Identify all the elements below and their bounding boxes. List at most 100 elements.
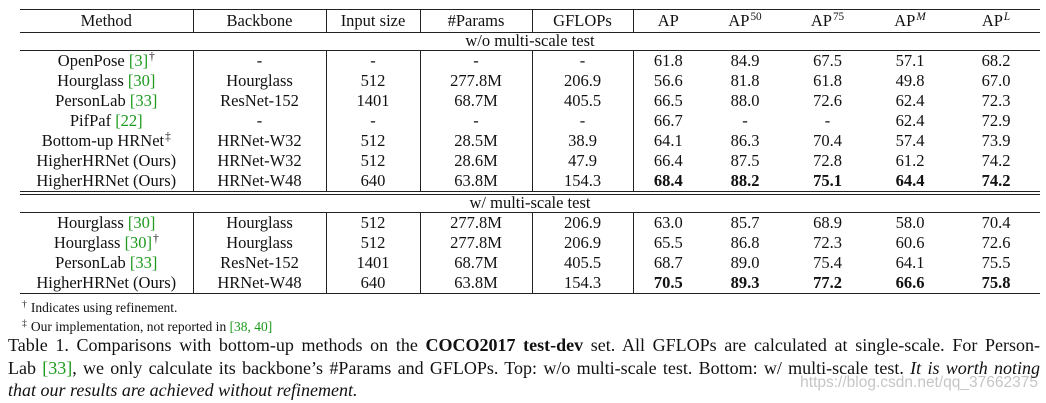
backbone-cell: Hourglass	[193, 212, 327, 233]
citation-link[interactable]: [22]	[115, 110, 143, 130]
column-header-ap75: AP75	[787, 9, 868, 33]
caption-line-1: Table 1. Comparisons with bottom-up meth…	[8, 334, 1040, 357]
ap75-cell: 77.2	[813, 272, 842, 292]
column-header-superscript: 75	[832, 10, 845, 23]
method-cell: Hourglass [30]	[20, 70, 194, 91]
input-size-cell: 512	[326, 151, 421, 171]
method-cell: HigherHRNet (Ours)	[20, 151, 194, 171]
params-cell: 277.8M	[420, 233, 533, 253]
gflops-cell: -	[532, 111, 634, 131]
backbone-cell: HRNet-W48	[193, 171, 327, 193]
column-header-label: AP	[981, 10, 1003, 30]
section-row: w/ multi-scale test	[20, 191, 1040, 213]
method-name: Bottom-up HRNet	[41, 130, 165, 150]
column-header-label: Backbone	[226, 10, 293, 30]
ap-cell: 65.5	[653, 232, 683, 252]
caption-text: , we only calculate its backbone’s #Para…	[72, 357, 911, 378]
caption-emphasis: It is worth noting	[910, 357, 1041, 378]
ap-cell: 68.7	[653, 252, 683, 272]
ap50-cell: 89.3	[730, 272, 760, 292]
backbone-cell: HRNet-W32	[193, 131, 327, 151]
apl-cell: 75.5	[981, 252, 1011, 272]
citation-link[interactable]: [30]	[127, 212, 156, 232]
column-header-label: GFLOPs	[553, 10, 612, 30]
apm-cell: 49.8	[895, 70, 925, 90]
caption-text: Table 1. Comparisons with bottom-up meth…	[8, 335, 426, 355]
table-row: HigherHRNet (Ours) HRNet-W48 640 63.8M 154.3…	[20, 171, 1040, 193]
input-size-cell: 1401	[326, 253, 421, 273]
ap-cell: 56.6	[653, 70, 683, 90]
citation-link[interactable]: [30]	[127, 70, 156, 90]
method-name: Hourglass	[57, 212, 124, 232]
footnote-mark: †	[153, 233, 159, 246]
ap75-cell: 72.6	[813, 90, 842, 110]
method-name: HigherHRNet (Ours)	[36, 170, 177, 190]
ap-cell: 64.1	[653, 130, 683, 150]
input-size-cell: -	[326, 50, 421, 71]
apm-cell: 62.4	[895, 90, 925, 110]
params-cell: 28.6M	[420, 151, 533, 171]
column-header-ap50: AP50	[703, 9, 787, 33]
section-label: w/ multi-scale test	[20, 191, 1040, 213]
apl-cell: 68.2	[981, 50, 1011, 70]
ap-cell: 66.5	[653, 90, 683, 110]
input-size-cell: 512	[326, 131, 421, 151]
apm-cell: 64.4	[895, 170, 925, 190]
citation-link[interactable]: [3]	[128, 50, 149, 70]
ap75-cell: 72.3	[813, 232, 842, 252]
gflops-cell: 405.5	[532, 91, 634, 111]
table-row: Bottom-up HRNet‡ HRNet-W32 512 28.5M 38.9 64.…	[20, 131, 1040, 151]
column-header-backbone: Backbone	[193, 9, 327, 33]
backbone-cell: -	[193, 111, 327, 131]
caption-text: Lab	[8, 357, 43, 378]
ap50-cell: 85.7	[730, 212, 760, 232]
table-row: Hourglass [30] Hourglass 512 277.8M 206.9 56.6…	[20, 71, 1040, 91]
caption-emphasis: that our results are achieved without re…	[8, 380, 358, 400]
apm-cell: 57.4	[895, 130, 925, 150]
input-size-cell: 512	[326, 212, 421, 233]
section-row: w/o multi-scale test	[20, 32, 1040, 51]
citation-link[interactable]: [38, 40]	[229, 319, 273, 334]
gflops-cell: 154.3	[532, 171, 634, 193]
footnote-mark: †	[149, 51, 155, 64]
apm-cell: 58.0	[895, 212, 925, 232]
citation-link[interactable]: [33]	[129, 252, 158, 272]
column-header-label: AP	[810, 10, 832, 30]
section-label: w/o multi-scale test	[20, 32, 1040, 51]
apm-cell: 57.1	[895, 50, 925, 70]
backbone-cell: Hourglass	[193, 71, 327, 91]
params-cell: 68.7M	[420, 253, 533, 273]
backbone-cell: HRNet-W48	[193, 273, 327, 294]
table-row: PersonLab [33] ResNet-152 1401 68.7M 405.5 66.…	[20, 91, 1040, 111]
caption-line-2: Lab [33], we only calculate its backbone…	[8, 357, 1040, 380]
params-cell: 63.8M	[420, 171, 533, 193]
citation-link[interactable]: [33]	[42, 357, 73, 378]
column-header-apm: APM	[868, 9, 952, 33]
method-name: Hourglass	[53, 232, 121, 252]
input-size-cell: 640	[326, 171, 421, 193]
input-size-cell: -	[326, 111, 421, 131]
ap75-cell: 68.9	[813, 212, 842, 232]
gflops-cell: 47.9	[532, 151, 634, 171]
citation-link[interactable]: [33]	[129, 90, 158, 110]
table-row: Hourglass [30]† Hourglass 512 277.8M 206.9 65.…	[20, 233, 1040, 253]
table-body: w/o multi-scale test OpenPose [3]† - - - -61.8…	[20, 32, 1040, 294]
column-header-label: AP	[657, 10, 679, 30]
ap-cell: 61.8	[653, 50, 683, 70]
caption-dataset-name: COCO2017 test-dev	[425, 335, 584, 355]
apm-cell: 61.2	[895, 150, 925, 170]
ap75-cell: 75.1	[813, 170, 842, 190]
column-header-label: AP	[728, 10, 750, 30]
method-name: PersonLab	[55, 90, 126, 110]
column-header-input-size: Input size	[326, 9, 421, 33]
apl-cell: 72.3	[981, 90, 1011, 110]
gflops-cell: 38.9	[532, 131, 634, 151]
method-cell: PifPaf [22]	[20, 110, 194, 131]
method-name: PifPaf	[69, 110, 112, 130]
gflops-cell: 206.9	[532, 233, 634, 253]
apm-cell: 60.6	[895, 232, 925, 252]
apl-cell: 74.2	[981, 170, 1011, 190]
params-cell: 277.8M	[420, 212, 533, 233]
citation-link[interactable]: [30]	[124, 232, 153, 252]
column-header-superscript: M	[916, 10, 926, 23]
